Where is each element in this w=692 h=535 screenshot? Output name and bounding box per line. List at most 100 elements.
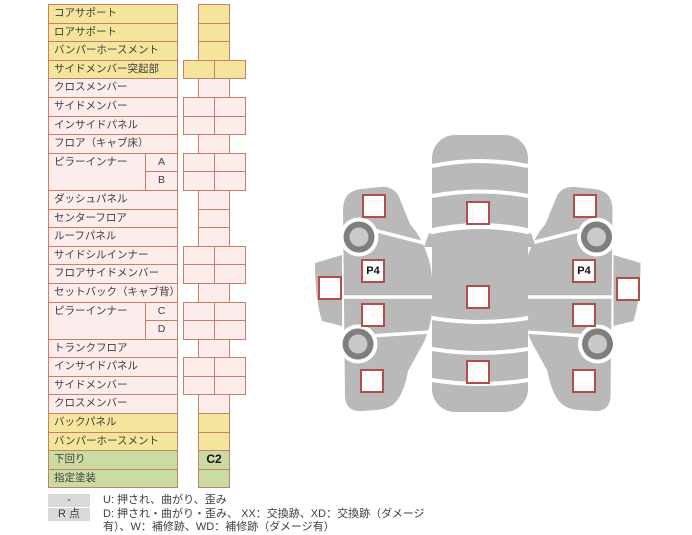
part-label: フロア（キャブ床） — [48, 134, 178, 154]
damage-cell-left[interactable] — [183, 115, 215, 136]
damage-cell-left[interactable] — [183, 320, 215, 340]
damage-cell-left[interactable] — [183, 245, 215, 266]
part-label: クロスメンバー — [48, 394, 178, 415]
pillar-sub-label-a: A — [145, 152, 178, 173]
car-side-view-silhouette — [315, 186, 433, 412]
checkpoint-left-sill[interactable] — [318, 276, 342, 300]
damage-cell-right[interactable] — [214, 59, 246, 80]
pillar-sub-label-b: B — [145, 171, 178, 191]
damage-cell[interactable] — [198, 189, 230, 210]
table-row: フロアサイドメンバー — [48, 264, 246, 284]
checkpoint-right-rear-door[interactable] — [572, 303, 596, 327]
pillar-sub-label-c: C — [145, 301, 178, 322]
damage-cell[interactable] — [198, 41, 230, 61]
table-row-paint: 指定塗装 — [48, 468, 246, 489]
part-label: サイドメンバー突起部 — [48, 59, 178, 80]
damage-cell[interactable] — [198, 413, 230, 433]
part-label: フロアサイドメンバー — [48, 264, 178, 284]
part-label: バンパーホースメント — [48, 41, 178, 61]
checkpoint-right-front-door[interactable]: P4 — [572, 259, 596, 283]
damage-cell[interactable] — [198, 78, 230, 98]
table-row: サイドメンバー — [48, 96, 246, 117]
vehicle-diagram — [315, 135, 643, 413]
damage-cell-left[interactable] — [183, 171, 215, 191]
part-label: インサイドパネル — [48, 115, 178, 136]
part-label: ピラーインナー — [48, 152, 146, 191]
legend-text: U: 押され、曲がり、歪み — [103, 494, 227, 506]
checkpoint-left-front-door[interactable]: P4 — [361, 259, 385, 283]
damage-cell[interactable] — [198, 208, 230, 229]
part-label: クロスメンバー — [48, 78, 178, 98]
damage-cell-right[interactable] — [214, 152, 246, 173]
table-row-group-pillar-cd: ピラーインナー C D — [48, 301, 246, 340]
table-row: ルーフパネル — [48, 227, 246, 247]
checkpoint-left-rear-fender[interactable] — [360, 369, 384, 393]
damage-cell-left[interactable] — [183, 96, 215, 117]
checkpoint-right-sill[interactable] — [616, 277, 640, 301]
damage-cell-left[interactable] — [183, 357, 215, 377]
checkpoint-left-rear-door[interactable] — [361, 303, 385, 327]
damage-cell-right[interactable] — [214, 115, 246, 136]
damage-cell-right[interactable] — [214, 301, 246, 322]
damage-cell-right[interactable] — [214, 357, 246, 377]
left-mirror-icon — [424, 233, 438, 247]
checkpoint-top-trunk[interactable] — [466, 360, 490, 384]
part-label: ピラーインナー — [48, 301, 146, 340]
underbody-grade-cell[interactable]: C2 — [198, 450, 230, 470]
table-row: トランクフロア — [48, 338, 246, 359]
table-row: クロスメンバー — [48, 78, 246, 98]
table-row: セットバック（キャブ背） — [48, 282, 246, 303]
table-row: クロスメンバー — [48, 394, 246, 415]
part-label: センターフロア — [48, 208, 178, 229]
damage-cell-right[interactable] — [214, 96, 246, 117]
part-label: インサイドパネル — [48, 357, 178, 377]
damage-cell[interactable] — [198, 394, 230, 415]
table-row: インサイドパネル — [48, 357, 246, 377]
damage-cell-left[interactable] — [183, 264, 215, 284]
damage-cell-left[interactable] — [183, 301, 215, 322]
checkpoint-right-front-fender[interactable] — [573, 194, 597, 218]
part-label: コアサポート — [48, 4, 178, 24]
table-row: ダッシュパネル — [48, 189, 246, 210]
part-label: ルーフパネル — [48, 227, 178, 247]
part-label: サイドメンバー — [48, 375, 178, 396]
table-row: バックパネル — [48, 413, 246, 433]
damage-cell-right[interactable] — [214, 245, 246, 266]
part-label: セットバック（キャブ背） — [48, 282, 178, 303]
damage-cell-left[interactable] — [183, 375, 215, 396]
damage-cell-right[interactable] — [214, 264, 246, 284]
table-row: サイドシルインナー — [48, 245, 246, 266]
part-label: バックパネル — [48, 413, 178, 433]
damage-cell-left[interactable] — [183, 59, 215, 80]
damage-code-legend: - U: 押され、曲がり、歪み R 点 D: 押され・曲がり・歪み、 XX：交換… — [48, 494, 443, 535]
checkpoint-top-roof[interactable] — [466, 285, 490, 309]
table-row: バンパーホースメント — [48, 41, 246, 61]
table-row: センターフロア — [48, 208, 246, 229]
table-row: サイドメンバー — [48, 375, 246, 396]
damage-cell[interactable] — [198, 4, 230, 24]
damage-cell[interactable] — [198, 282, 230, 303]
damage-cell[interactable] — [198, 468, 230, 489]
damage-cell-right[interactable] — [214, 171, 246, 191]
damage-cell[interactable] — [198, 431, 230, 452]
checkpoint-right-rear-fender[interactable] — [572, 369, 596, 393]
damage-cell[interactable] — [198, 227, 230, 247]
damage-cell[interactable] — [198, 134, 230, 154]
right-mirror-icon — [522, 233, 536, 247]
table-row: コアサポート — [48, 4, 246, 24]
damage-cell[interactable] — [198, 22, 230, 43]
part-label: バンパーホースメント — [48, 431, 178, 452]
checkpoint-left-front-fender[interactable] — [362, 194, 386, 218]
damage-cell[interactable] — [198, 338, 230, 359]
damage-cell-right[interactable] — [214, 375, 246, 396]
part-label: 指定塗装 — [48, 468, 178, 489]
table-row-group-pillar-ab: ピラーインナー A B — [48, 152, 246, 191]
car-top-view-silhouette — [424, 135, 536, 412]
table-row: バンパーホースメント — [48, 431, 246, 452]
damage-cell-left[interactable] — [183, 152, 215, 173]
damage-cell-right[interactable] — [214, 320, 246, 340]
checkpoint-top-cowl[interactable] — [466, 201, 490, 225]
legend-badge-dash: - — [48, 494, 90, 507]
parts-table: コアサポート ロアサポート バンパーホースメント サイドメンバー突起部 クロスメ… — [48, 4, 246, 489]
